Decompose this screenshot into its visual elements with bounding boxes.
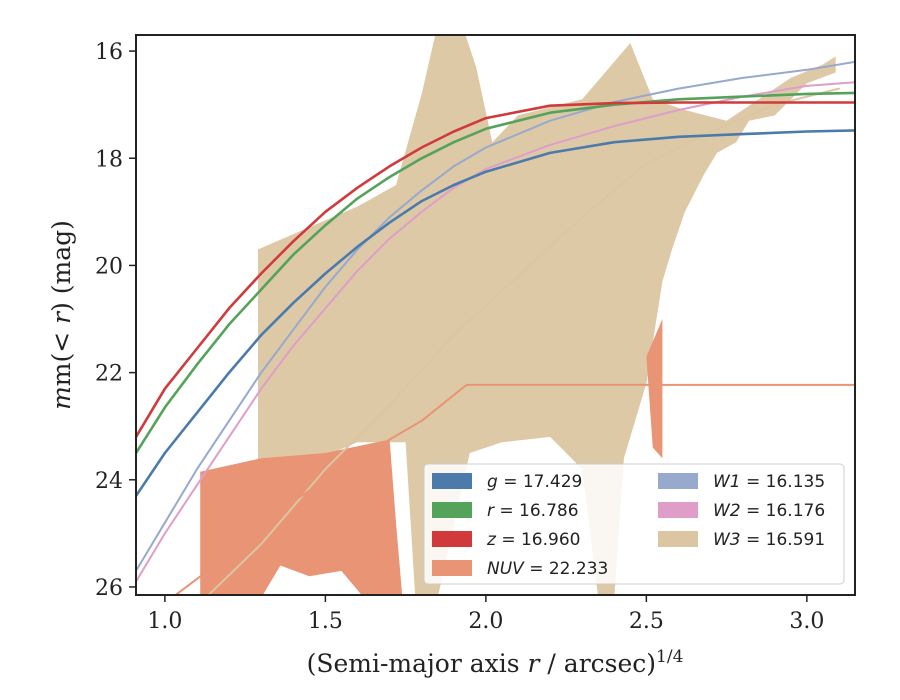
series-line-w1 <box>136 60 855 572</box>
series-line-w2 <box>136 81 855 583</box>
x-tick-label: 2.5 <box>629 609 664 634</box>
series-line-nuv <box>173 383 855 595</box>
y-axis-label: mm(< r) (mag) <box>47 220 76 410</box>
legend-swatch-w1 <box>658 473 698 489</box>
y-tick-label: 22 <box>95 362 123 387</box>
legend-swatch-g <box>432 473 472 489</box>
legend-label-r: r = 16.786 <box>487 501 579 521</box>
legend-swatch-w2 <box>658 502 698 518</box>
lines-layer <box>136 60 855 595</box>
legend-swatch-w3 <box>658 531 698 547</box>
y-tick-label: 20 <box>95 254 123 279</box>
x-axis-label: (Semi-major axis r / arcsec)1/4 <box>307 647 684 678</box>
plot-frame <box>135 34 856 596</box>
legend-frame <box>423 463 845 585</box>
legend-swatch-nuv <box>432 560 472 576</box>
x-tick-label: 3.0 <box>789 609 824 634</box>
y-tick-label: 16 <box>95 40 123 65</box>
legend-swatch-z <box>432 531 472 547</box>
legend-label-g: g = 17.429 <box>487 472 582 492</box>
x-tick-label: 1.0 <box>147 609 182 634</box>
series-line-g <box>136 129 855 498</box>
band-nuv-2 <box>646 319 663 459</box>
legend: g = 17.429 W1 = 16.135 r = 16.786 W2 = 16.1… <box>423 463 845 585</box>
series-line-z <box>136 101 855 439</box>
band-w3-0 <box>258 35 836 595</box>
ticks-layer: 1.0 1.5 2.0 2.5 3.0 16 18 20 22 24 26 <box>95 40 824 634</box>
band-nuv-1 <box>200 439 403 595</box>
legend-label-nuv: NUV = 22.233 <box>487 559 608 579</box>
legend-label-w3: W3 = 16.591 <box>713 530 825 550</box>
y-tick-label: 26 <box>95 576 123 601</box>
bands-layer <box>200 35 836 595</box>
x-tick-label: 2.0 <box>468 609 503 634</box>
legend-label-z: z = 16.960 <box>486 530 580 550</box>
y-tick-label: 24 <box>95 469 123 494</box>
y-tick-label: 18 <box>95 147 123 172</box>
series-line-r <box>136 91 855 455</box>
legend-label-w2: W2 = 16.176 <box>713 501 825 521</box>
legend-swatch-r <box>432 502 472 518</box>
legend-label-w1: W1 = 16.135 <box>713 472 825 492</box>
x-tick-label: 1.5 <box>308 609 343 634</box>
